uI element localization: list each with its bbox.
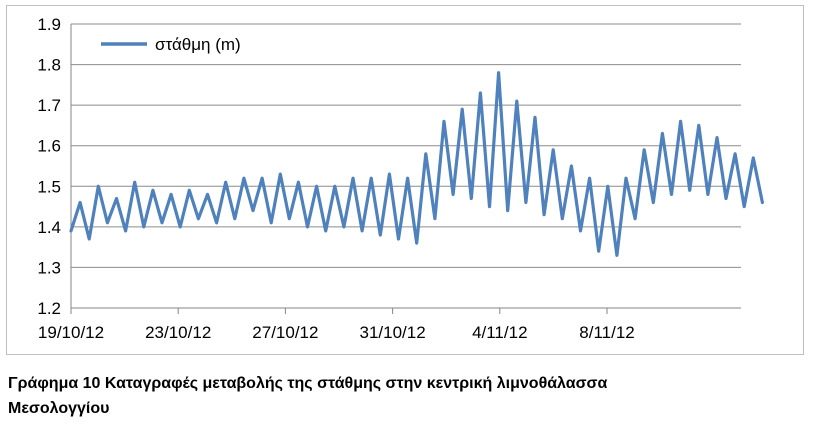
x-tick-label: 23/10/12 bbox=[145, 323, 211, 342]
x-tick-label: 31/10/12 bbox=[360, 323, 426, 342]
chart-area: 1.2 1.3 1.4 1.5 1.6 1.7 1.8 1.9 19/10/12 23/10/12… bbox=[6, 5, 804, 355]
y-tick-label: 1.9 bbox=[37, 15, 61, 34]
y-tick-label: 1.4 bbox=[37, 218, 61, 237]
caption-line-1: Γράφημα 10 Καταγραφές μεταβολής της στάθ… bbox=[8, 375, 608, 392]
y-tick-label: 1.2 bbox=[37, 299, 61, 318]
y-tick-label: 1.5 bbox=[37, 177, 61, 196]
line-chart: 1.2 1.3 1.4 1.5 1.6 1.7 1.8 1.9 19/10/12 23/10/12… bbox=[37, 15, 765, 342]
y-tick-label: 1.7 bbox=[37, 96, 61, 115]
caption-line-2: Μεσολογγίου bbox=[8, 400, 110, 417]
x-tick-label: 8/11/12 bbox=[579, 323, 634, 342]
y-tick-label: 1.8 bbox=[37, 56, 61, 75]
x-tick-label: 27/10/12 bbox=[252, 323, 318, 342]
series-line bbox=[69, 71, 765, 257]
y-tick-label: 1.3 bbox=[37, 258, 61, 277]
x-tick-label: 19/10/12 bbox=[38, 323, 104, 342]
legend-label: στάθμη (m) bbox=[155, 35, 241, 54]
y-tick-label: 1.6 bbox=[37, 137, 61, 156]
figure-caption: Γράφημα 10 Καταγραφές μεταβολής της στάθ… bbox=[8, 371, 798, 421]
x-tick-label: 4/11/12 bbox=[472, 323, 527, 342]
